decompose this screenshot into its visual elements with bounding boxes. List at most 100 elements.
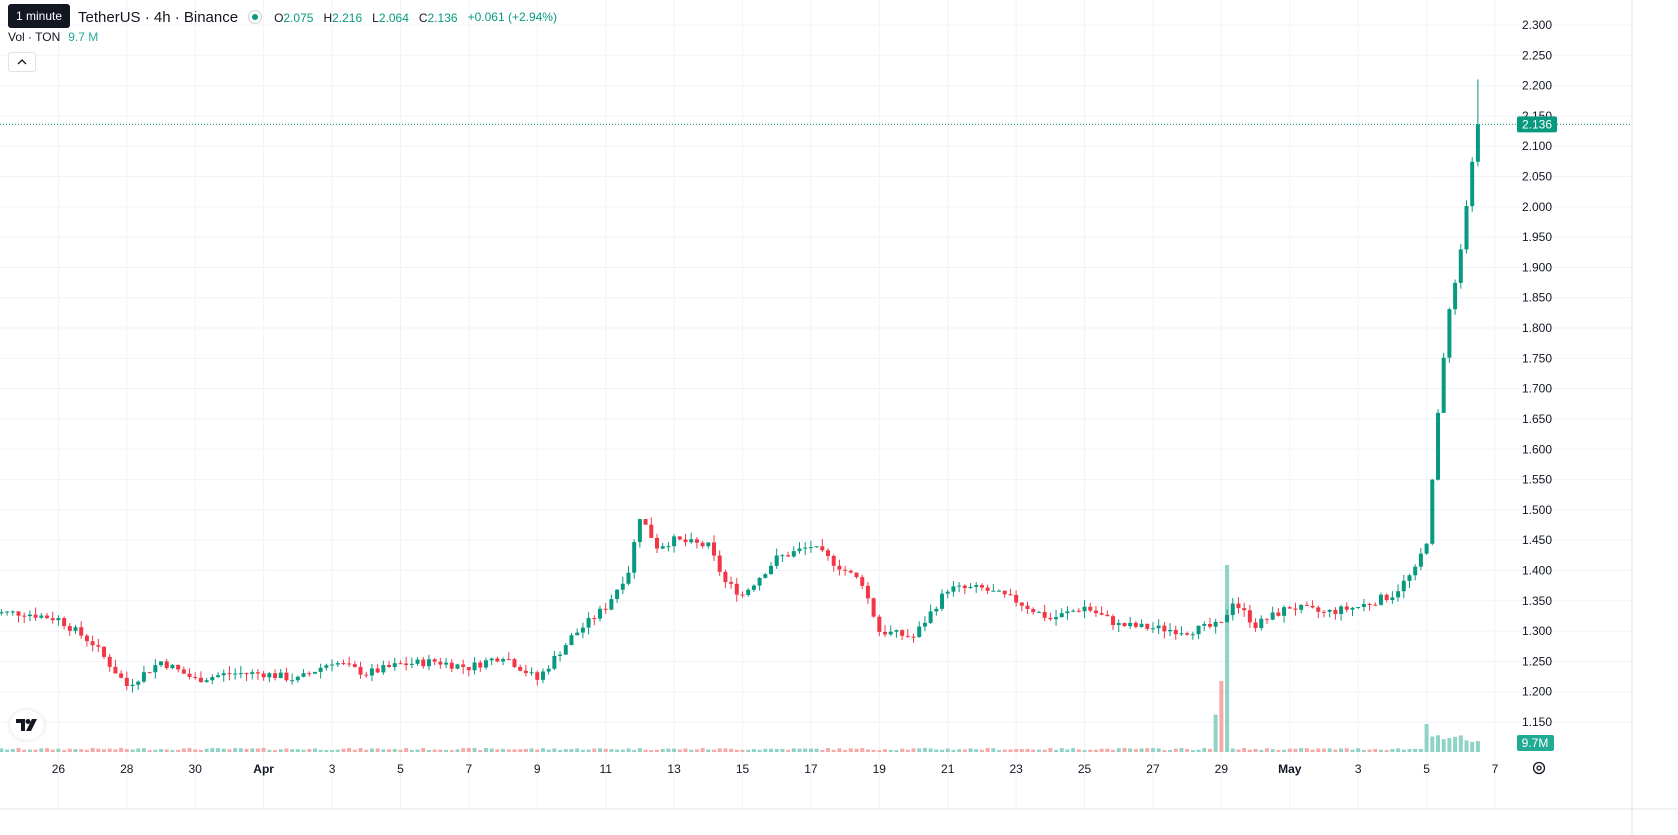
market-status-icon[interactable] [248,10,263,24]
candle-body [478,662,483,668]
volume-bar [1475,741,1480,752]
volume-bar [831,749,836,752]
gear-icon[interactable] [1528,758,1550,778]
candle-body [712,542,716,556]
volume-bar [1401,749,1406,752]
volume-bar [1150,748,1155,752]
volume-bar [1299,748,1304,752]
volume-bar [284,748,289,752]
volume-bar [1418,748,1423,752]
x-tick-label: 5 [1423,762,1430,776]
candle-body [56,618,61,621]
candle-body [381,665,386,673]
volume-bar [84,749,89,752]
candle-body [1390,597,1395,600]
candle-body [843,569,848,571]
volume-bar [535,749,540,752]
candle-body [1042,611,1047,618]
symbol-title[interactable]: TetherUS · 4h · Binance [78,8,239,26]
volume-bar [335,749,340,752]
x-tick-label: 17 [804,762,818,776]
volume-bar [1133,749,1138,752]
candle-body [831,555,836,566]
collapse-legend-button[interactable] [8,52,36,72]
volume-bar [1219,680,1224,752]
candle-body [586,618,591,628]
x-tick-label: May [1278,762,1302,776]
volume-bar [113,749,118,752]
axis-labels: 2.136 9.7M [1517,116,1557,751]
volume-bar [1122,748,1127,752]
volume-bar [1435,735,1440,752]
volume-bar [45,748,50,752]
candle-body [620,583,625,590]
y-tick-label: 1.900 [1522,260,1552,274]
volume-bar [1059,748,1064,752]
x-tick-label: 29 [1215,762,1229,776]
volume-bar [1253,748,1258,752]
candle-body [387,665,392,667]
volume-bar [740,749,745,752]
volume-bar [1293,748,1298,752]
volume-bar [826,748,831,752]
volume-bar [820,750,825,752]
y-tick-label: 1.550 [1522,473,1552,487]
candle-body [1122,623,1127,627]
candle-body [1168,629,1173,632]
y-tick-label: 1.650 [1522,412,1552,426]
volume-bar [922,747,927,752]
candle-body [700,542,705,547]
candle-body [164,661,169,669]
volume-bar [438,749,443,752]
candle-body [159,661,164,666]
candle-body [1065,611,1070,614]
candle-body [535,672,540,680]
volume-bar [22,749,27,752]
volume-bar [540,748,545,752]
candle-body [130,684,135,687]
candle-body [1333,609,1338,614]
volume-bar [141,748,146,752]
candle-body [176,664,181,670]
candle-body [968,586,973,589]
candle-body [1339,606,1344,614]
volume-bar [164,749,169,752]
candle-body [1435,412,1440,480]
volume-bar [1225,565,1230,752]
candle-body [113,666,118,674]
volume-bars [0,565,1480,752]
candle-body [455,664,460,669]
candle-body [273,673,278,679]
x-tick-label: 27 [1146,762,1160,776]
volume-bar [1196,749,1201,752]
candle-body [1242,608,1247,611]
volume-label[interactable]: Vol · TON [8,30,61,44]
volume-bar [124,749,129,752]
candle-body [107,656,112,667]
tradingview-logo-icon[interactable] [10,710,44,740]
candle-body [1299,604,1304,610]
time-axis[interactable]: 24262830Apr357911131517192123252729May35… [0,762,1499,776]
candle-body [740,594,745,596]
volume-bar [1390,748,1395,752]
candle-body [1002,590,1007,595]
volume-bar [797,748,802,752]
candle-body [660,546,665,549]
candle-body [426,659,431,667]
candle-body [1219,621,1224,623]
volume-bar [387,749,392,752]
candle-body [278,672,283,679]
tradingview-mark [16,719,37,731]
volume-bar [1105,748,1110,752]
price-axis[interactable]: 2.3002.2502.2002.1502.1002.0502.0001.950… [1522,18,1552,729]
volume-bar [803,748,808,752]
candle-body [1150,628,1155,630]
candle-body [10,611,15,613]
volume-bar [50,749,55,752]
volume-bar [1464,740,1469,752]
candle-body [1179,633,1184,635]
volume-bar [1008,749,1013,752]
volume-bar [712,749,716,752]
volume-bar [455,749,460,752]
